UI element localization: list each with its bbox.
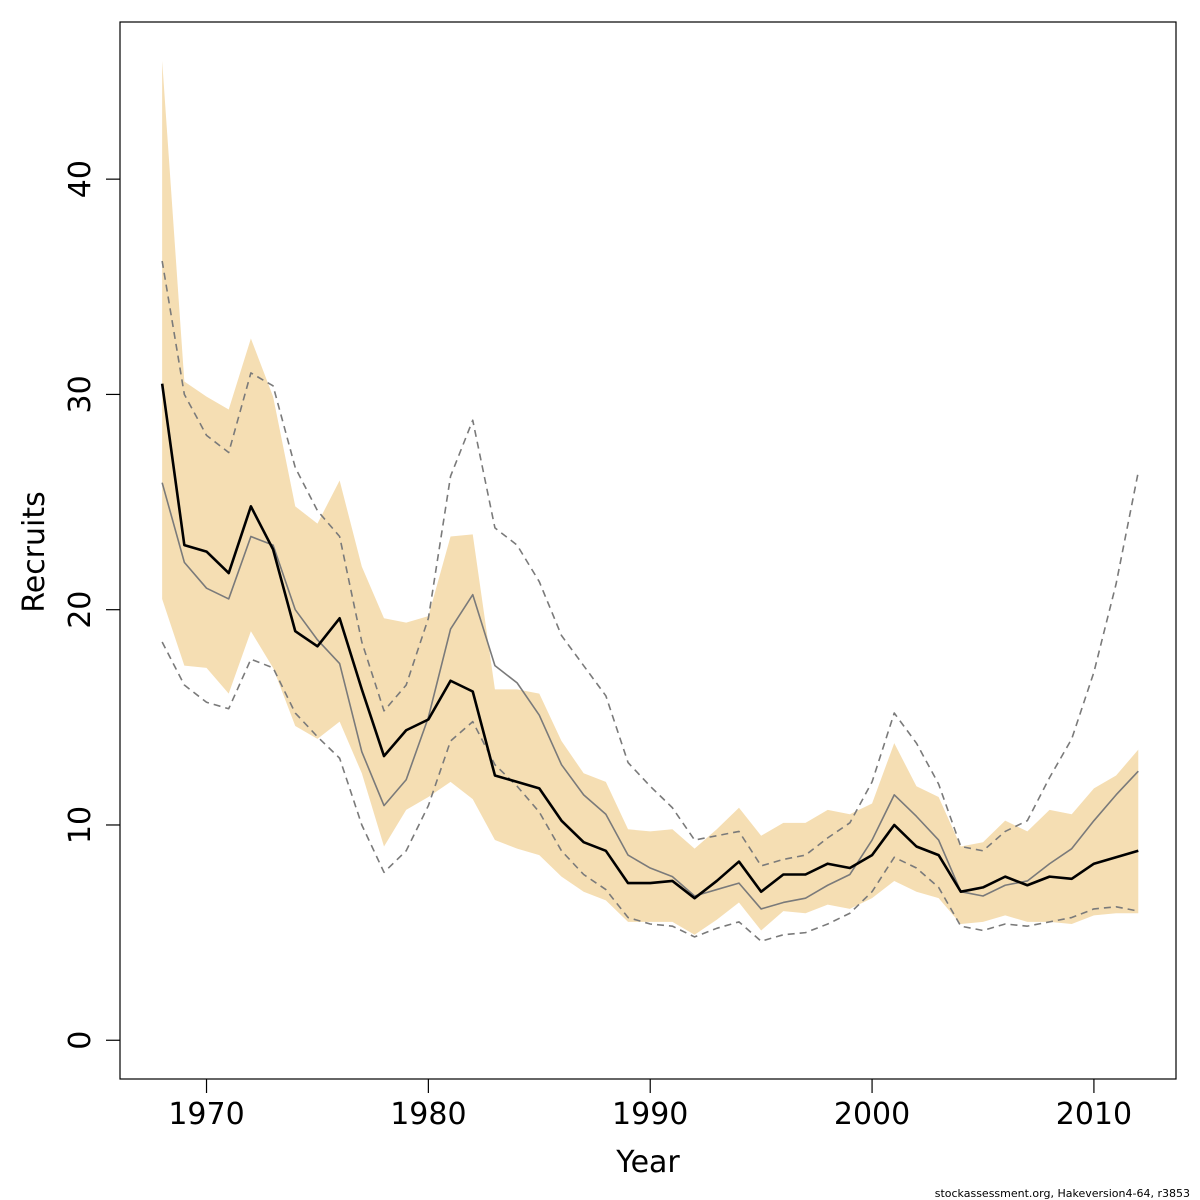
series-line-lower-dashed — [161, 641, 1139, 943]
x-tick-label: 1990 — [612, 1097, 688, 1132]
series-line-estimate — [160, 383, 1139, 900]
y-axis-title: Recruits — [17, 491, 52, 613]
y-tick-label: 10 — [63, 806, 98, 844]
plot-frame — [119, 21, 1177, 1080]
x-tick-label: 2000 — [834, 1097, 910, 1132]
credit-text: stockassessment.org, Hakeversion4-64, r3… — [935, 1187, 1190, 1200]
confidence-band-layer — [162, 60, 1139, 935]
series-layer — [160, 260, 1140, 943]
series-line-upper-dashed — [161, 260, 1140, 867]
x-tick-label: 1970 — [168, 1097, 244, 1132]
y-tick-label: 20 — [63, 591, 98, 629]
y-axis: 0 10 20 30 40 — [63, 160, 120, 1050]
x-tick-label: 2010 — [1056, 1097, 1132, 1132]
confidence-band — [162, 60, 1139, 935]
x-tick-label: 1980 — [390, 1097, 466, 1132]
y-tick-label: 0 — [63, 1031, 98, 1050]
x-axis-title: Year — [615, 1145, 680, 1180]
y-tick-label: 40 — [63, 160, 98, 198]
y-tick-label: 30 — [63, 375, 98, 413]
series-line-median — [161, 482, 1139, 910]
x-axis: 1970 1980 1990 2000 2010 — [168, 1079, 1132, 1132]
